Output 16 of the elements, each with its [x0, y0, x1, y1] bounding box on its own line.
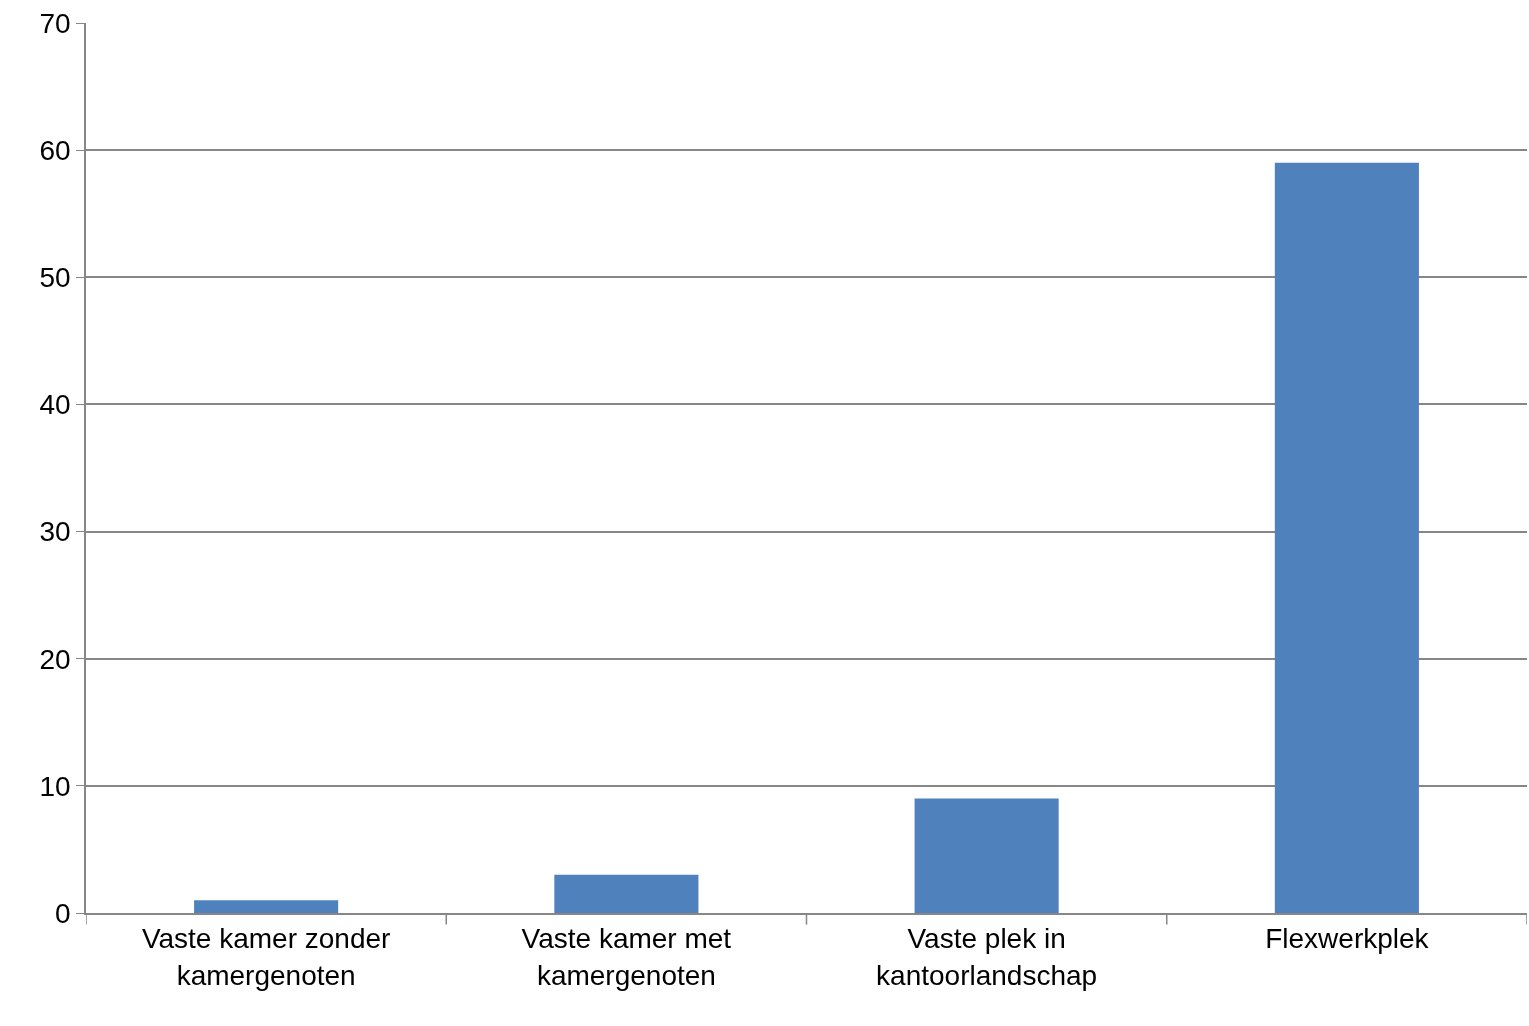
y-tick-label: 30	[39, 516, 71, 548]
bar	[194, 900, 339, 913]
bar	[1274, 162, 1419, 913]
x-tick-label: Vaste plek in kantoorlandschap	[876, 923, 1098, 991]
y-tick-label: 70	[39, 7, 71, 39]
y-tick-label: 10	[39, 770, 71, 802]
x-tick-label: Vaste kamer met kamergenoten	[521, 923, 732, 991]
y-tick-label: 0	[55, 897, 71, 929]
y-tick-label: 50	[39, 262, 71, 294]
y-tick-label: 60	[39, 134, 71, 166]
y-tick-label: 20	[39, 643, 71, 675]
bar	[554, 874, 699, 913]
x-tick-label: Flexwerkplek	[1265, 923, 1430, 955]
y-tick-label: 40	[39, 389, 71, 421]
bar	[914, 798, 1059, 913]
x-tick-label: Vaste kamer zonder kamergenoten	[141, 923, 391, 991]
